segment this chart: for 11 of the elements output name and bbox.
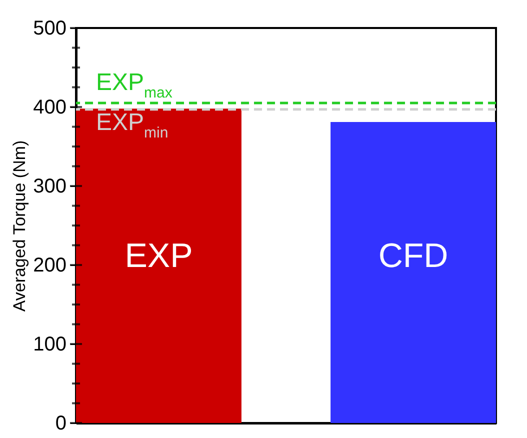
y-axis-title: Averaged Torque (Nm) [10,140,30,312]
y-tick-label: 0 [55,412,66,434]
x-tick-label: CFD [378,237,448,276]
x-tick-label: EXP [124,237,193,276]
y-tick-label: 100 [33,334,66,356]
y-tick-label: 300 [33,176,66,198]
y-tick-label: 400 [33,96,66,118]
ref-line-label: EXP$_{min}$ [96,109,168,142]
ref-line-label: EXP$_{max}$ [96,69,172,102]
y-tick-label: 500 [33,18,66,40]
y-tick-label: 200 [33,254,66,276]
